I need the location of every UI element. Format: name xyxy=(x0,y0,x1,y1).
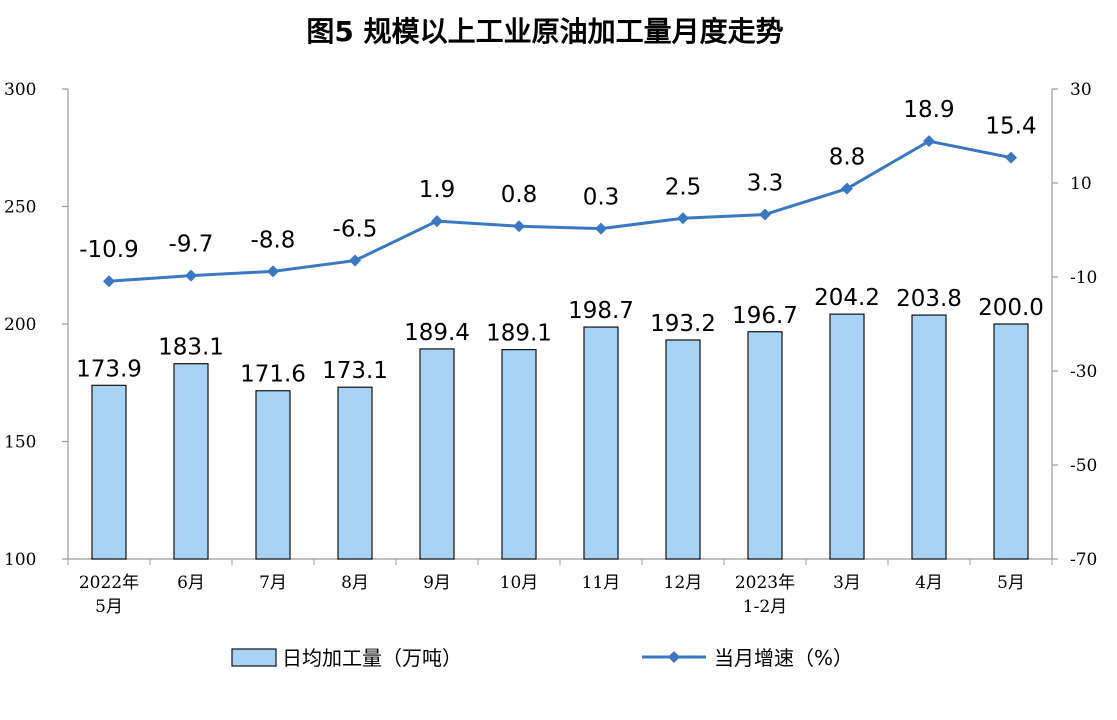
bar-data-label: 183.1 xyxy=(158,335,224,361)
line-data-label: 3.3 xyxy=(747,170,784,196)
bar-data-label: 171.6 xyxy=(240,362,306,388)
category-labels: 2022年 5月 6月 7月 8月 9月 10月 11月 12月 2023年 1-2月 3月 4月 5月 xyxy=(79,573,1025,617)
x-tick-label: 12月 xyxy=(664,573,703,593)
line-point xyxy=(513,220,525,233)
line-point xyxy=(595,222,607,235)
legend-bar-swatch xyxy=(231,648,277,667)
bar-data-label: 196.7 xyxy=(732,303,798,329)
line-series: -10.9 -9.7 -8.8 -6.5 1.9 0.8 0.3 2.5 3.3 8.8 18.9 1… xyxy=(79,97,1037,288)
line-data-label: 1.9 xyxy=(419,177,456,203)
x-tick-label: 10月 xyxy=(500,573,539,593)
y-right-tick-label: -30 xyxy=(1070,362,1097,382)
x-tick-label: 5月 xyxy=(997,573,1025,593)
bar-data-label: 203.8 xyxy=(896,286,962,312)
x-tick-label: 5月 xyxy=(95,597,123,617)
bar-data-label: 193.2 xyxy=(650,311,716,337)
legend-line-label: 当月增速（%） xyxy=(714,646,853,670)
bar-data-label: 204.2 xyxy=(814,285,880,311)
line-data-label: 18.9 xyxy=(903,97,954,123)
x-tick-label: 7月 xyxy=(259,573,287,593)
line-point xyxy=(677,212,689,225)
y-left-tick-label: 100 xyxy=(4,550,36,570)
bar xyxy=(911,314,947,560)
line-point xyxy=(267,265,279,278)
x-tick-label: 2022年 xyxy=(79,573,139,593)
line-data-label: -9.7 xyxy=(169,232,214,258)
y-left-tick-label: 200 xyxy=(4,315,36,335)
y-left-tick-label: 250 xyxy=(4,198,36,218)
bar xyxy=(419,348,455,560)
bar xyxy=(747,331,783,560)
bar-data-label: 189.1 xyxy=(486,321,552,347)
y-right-tick-label: 10 xyxy=(1070,174,1092,194)
x-tick-label: 8月 xyxy=(341,573,369,593)
x-tick-label: 2023年 xyxy=(735,573,795,593)
y-right-tick-label: 30 xyxy=(1070,80,1092,100)
series-line xyxy=(108,139,1012,283)
line-data-label: 0.8 xyxy=(501,182,538,208)
y-right-tick-label: -50 xyxy=(1070,456,1097,476)
line-data-label: 15.4 xyxy=(985,114,1036,140)
y-left-tick-label: 300 xyxy=(4,80,36,100)
line-point xyxy=(103,275,115,288)
line-point xyxy=(841,182,853,195)
line-point xyxy=(185,269,197,282)
line-data-label: -8.8 xyxy=(251,227,296,253)
line-data-label: 0.3 xyxy=(583,185,620,211)
line-point xyxy=(349,254,361,267)
line-point xyxy=(923,135,935,148)
line-data-label: -6.5 xyxy=(333,217,378,243)
axes: 100 150 200 250 300 -70 -50 -30 -10 10 30 xyxy=(4,80,1097,570)
legend: 日均加工量（万吨） 当月增速（%） xyxy=(231,646,853,670)
bar xyxy=(583,326,619,560)
x-tick-label: 3月 xyxy=(833,573,861,593)
x-tick-label: 6月 xyxy=(177,573,205,593)
line-data-label: -10.9 xyxy=(79,237,139,263)
bar-data-label: 189.4 xyxy=(404,320,470,346)
bar xyxy=(993,323,1029,560)
bar xyxy=(665,339,701,560)
line-data-label: 8.8 xyxy=(829,145,866,171)
line-data-label: 2.5 xyxy=(665,174,702,200)
bar xyxy=(173,363,209,560)
x-tick-label: 9月 xyxy=(423,573,451,593)
line-point xyxy=(1005,151,1017,164)
bar xyxy=(501,349,537,560)
chart-title: 图5 规模以上工业原油加工量月度走势 xyxy=(306,15,783,48)
bar-data-label: 200.0 xyxy=(978,295,1044,321)
bar-data-label: 198.7 xyxy=(568,298,634,324)
x-tick-label: 4月 xyxy=(915,573,943,593)
x-tick-label: 11月 xyxy=(582,573,621,593)
bar-series: 173.9 183.1 171.6 173.1 189.4 189.1 198.7 193.2… xyxy=(76,285,1044,560)
bar xyxy=(337,386,373,560)
bar-data-label: 173.1 xyxy=(322,358,388,384)
y-right-tick-label: -70 xyxy=(1070,550,1097,570)
bar xyxy=(829,313,865,560)
bar xyxy=(255,390,291,560)
x-tick-label: 1-2月 xyxy=(743,597,787,617)
bar-data-label: 173.9 xyxy=(76,356,142,382)
y-left-tick-label: 150 xyxy=(4,433,36,453)
line-point xyxy=(759,208,771,221)
bar xyxy=(91,384,127,560)
legend-line-marker xyxy=(668,651,680,663)
y-right-tick-label: -10 xyxy=(1070,268,1097,288)
legend-bar-label: 日均加工量（万吨） xyxy=(282,646,462,670)
line-point xyxy=(431,215,443,228)
